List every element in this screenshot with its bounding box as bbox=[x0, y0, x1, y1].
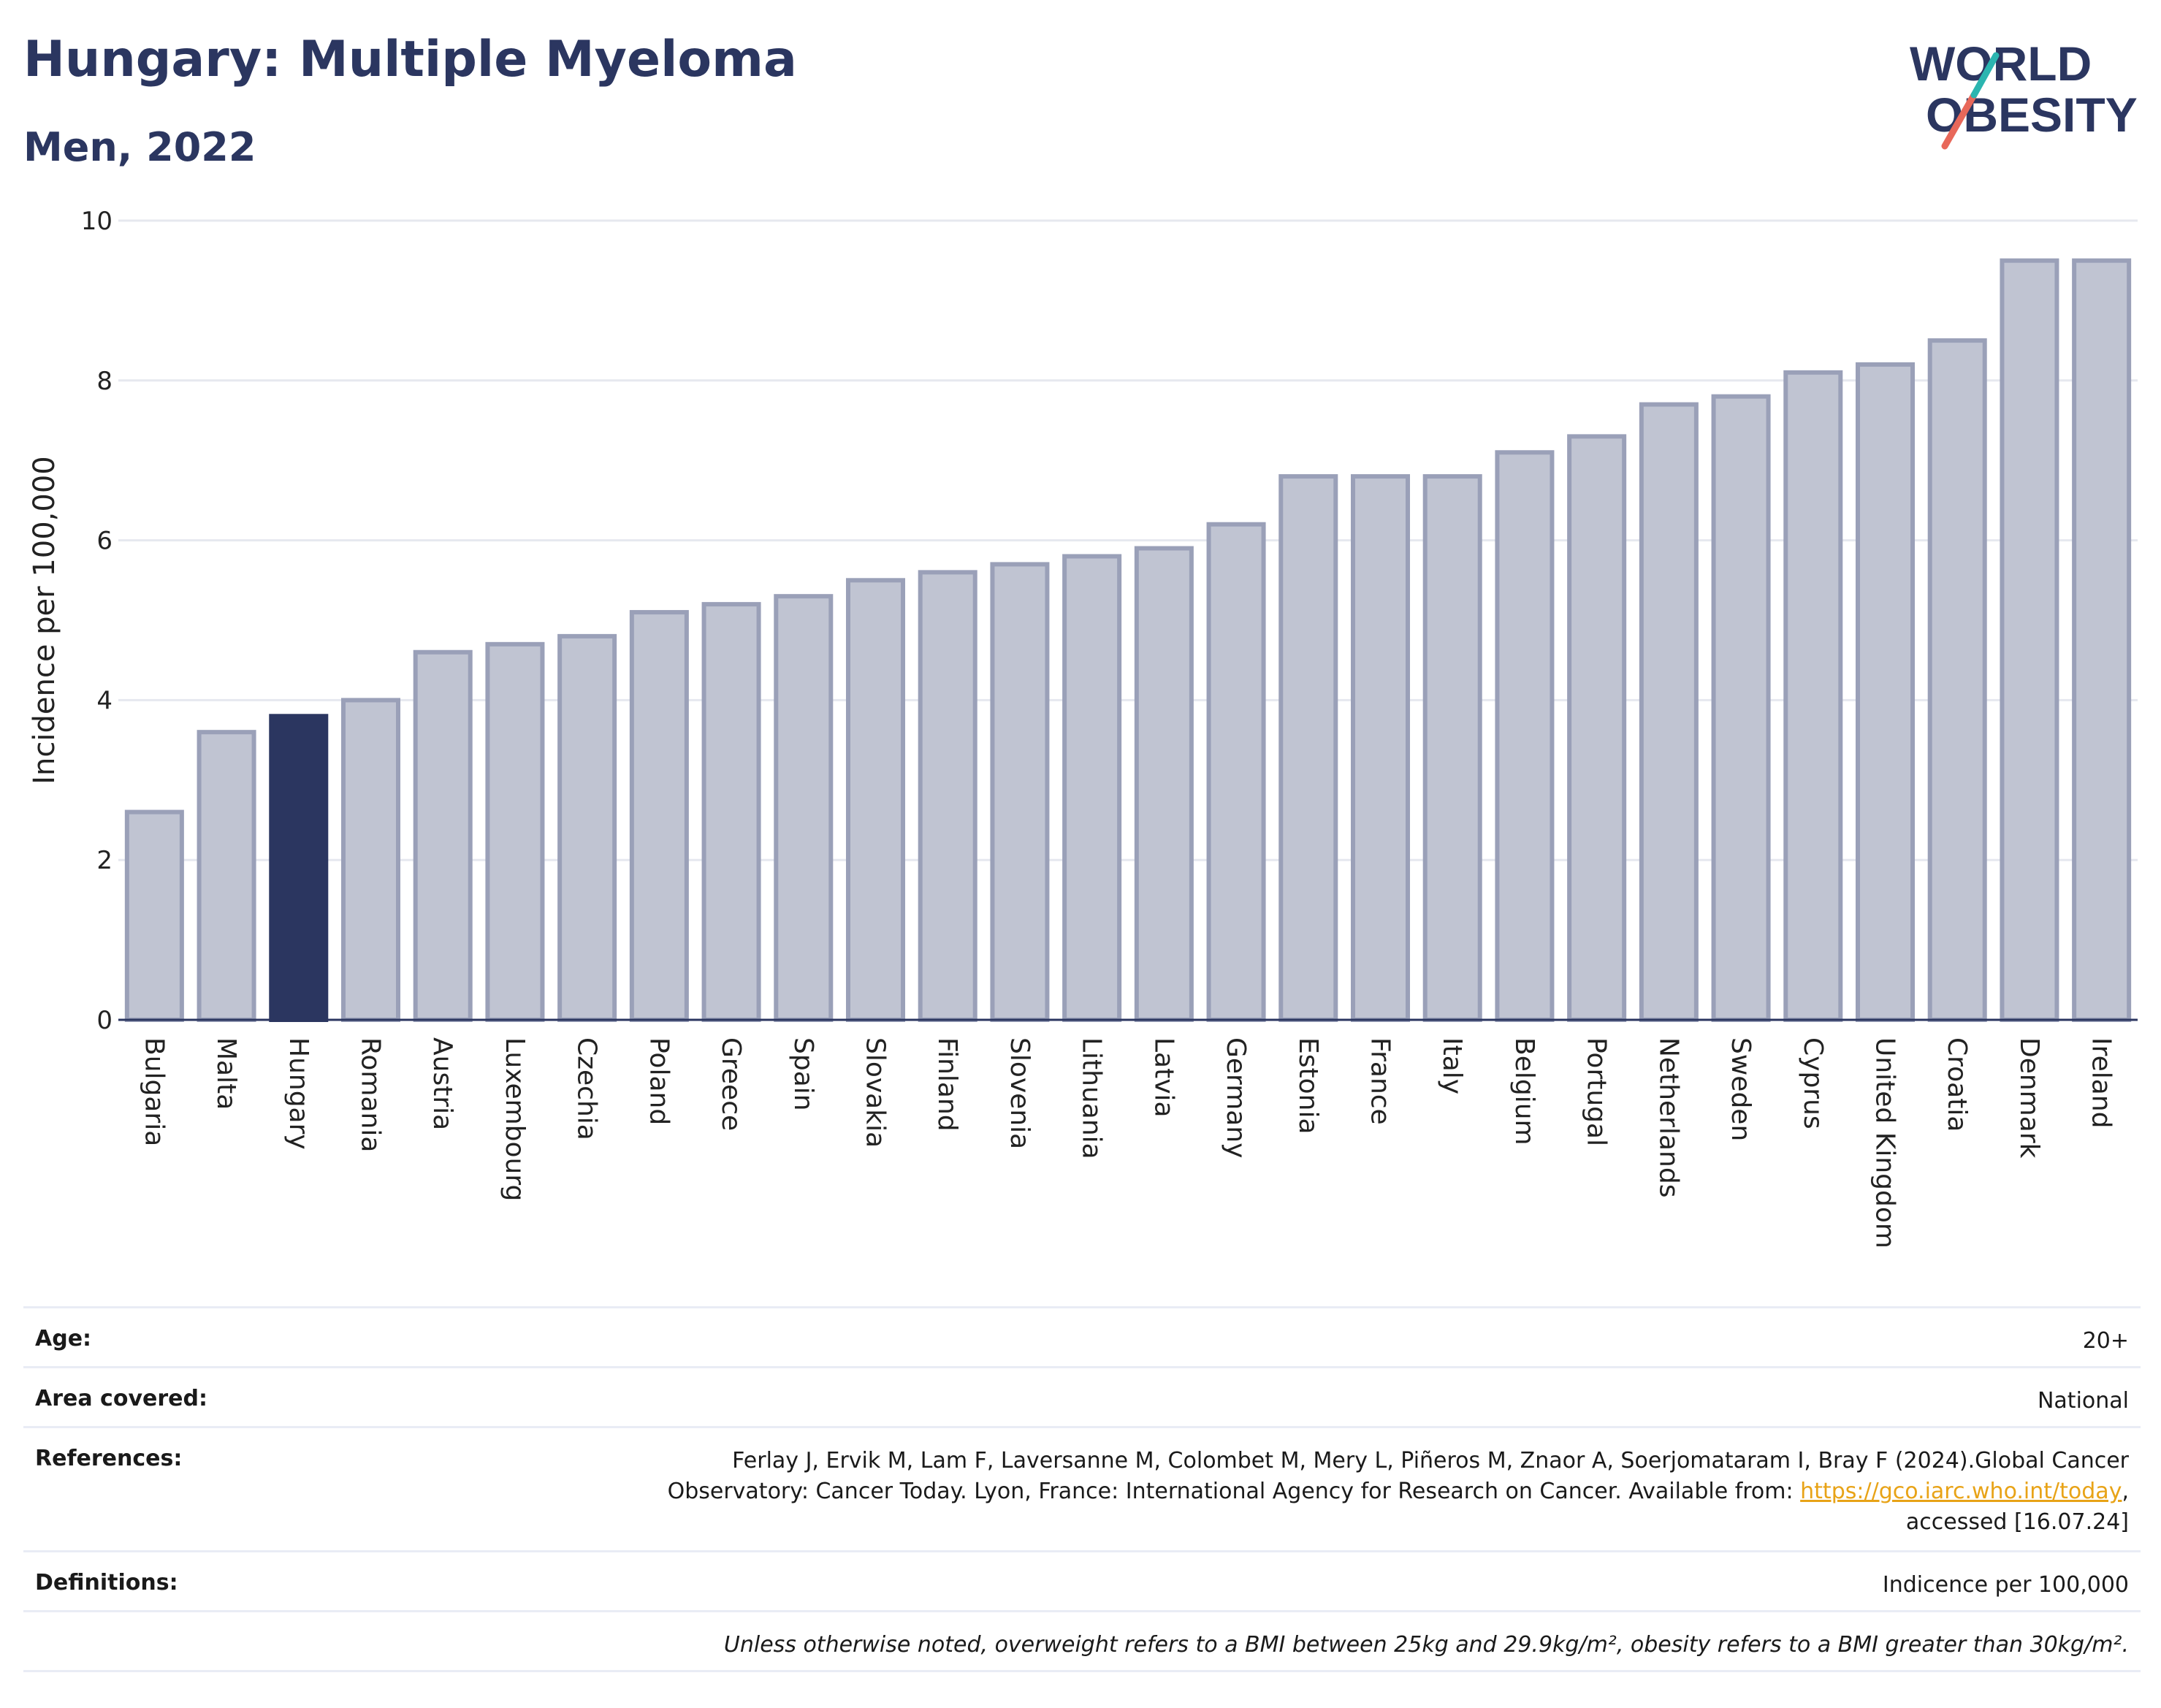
bar-netherlands bbox=[1639, 402, 1699, 1022]
bar-czechia bbox=[557, 633, 617, 1022]
bar-greece bbox=[701, 602, 761, 1022]
world-obesity-logo: WORLD OBESITY bbox=[1910, 37, 2138, 150]
bar-united-kingdom bbox=[1855, 362, 1916, 1023]
definitions-label: Definitions: bbox=[35, 1570, 178, 1595]
references-value: Ferlay J, Ervik M, Lam F, Laversanne M, … bbox=[668, 1446, 2129, 1538]
x-tick-label: Czechia bbox=[572, 1037, 602, 1140]
references-link[interactable]: https://gco.iarc.who.int/today bbox=[1800, 1479, 2122, 1504]
x-tick-label: Slovakia bbox=[861, 1037, 891, 1148]
age-value: 20+ bbox=[2082, 1328, 2129, 1354]
bar-austria bbox=[413, 649, 473, 1022]
x-tick-label: Luxembourg bbox=[500, 1037, 530, 1201]
x-tick-label: Estonia bbox=[1293, 1037, 1323, 1135]
area-value: National bbox=[2037, 1388, 2129, 1414]
x-tick-label: Malta bbox=[211, 1037, 241, 1110]
info-row-references: References: Ferlay J, Ervik M, Lam F, La… bbox=[23, 1426, 2141, 1550]
x-tick-label: Germany bbox=[1221, 1037, 1251, 1158]
bar-finland bbox=[918, 570, 977, 1022]
x-tick-label: Spain bbox=[788, 1037, 818, 1111]
bar-spain bbox=[774, 594, 834, 1022]
info-row-age: Age: 20+ bbox=[23, 1306, 2141, 1366]
info-table: Age: 20+ Area covered: National Referenc… bbox=[23, 1306, 2141, 1672]
bar-ireland bbox=[2072, 258, 2132, 1023]
x-tick-label: Poland bbox=[644, 1037, 674, 1125]
y-tick-label: 0 bbox=[96, 1006, 113, 1035]
x-tick-label: Italy bbox=[1437, 1037, 1467, 1094]
bar-malta bbox=[197, 730, 256, 1022]
y-tick-label: 6 bbox=[96, 527, 113, 556]
x-tick-label: United Kingdom bbox=[1870, 1037, 1900, 1248]
bar-latvia bbox=[1134, 546, 1194, 1022]
x-tick-label: Croatia bbox=[1942, 1037, 1972, 1132]
obesity-note: Unless otherwise noted, overweight refer… bbox=[723, 1632, 2129, 1658]
y-tick-label: 10 bbox=[81, 207, 113, 236]
page-title: Hungary: Multiple Myeloma bbox=[23, 31, 797, 88]
bar-belgium bbox=[1495, 450, 1555, 1022]
x-tick-label: Austria bbox=[427, 1037, 457, 1130]
x-tick-label: Sweden bbox=[1726, 1037, 1756, 1141]
x-tick-label: Hungary bbox=[283, 1037, 313, 1150]
bar-denmark bbox=[2000, 258, 2059, 1023]
x-tick-label: Latvia bbox=[1148, 1037, 1178, 1118]
logo-slash-teal bbox=[1970, 52, 2000, 99]
y-tick-label: 8 bbox=[96, 367, 113, 396]
info-row-note: Unless otherwise noted, overweight refer… bbox=[23, 1610, 2141, 1670]
x-tick-label: Greece bbox=[716, 1037, 746, 1131]
bar-croatia bbox=[1927, 338, 1987, 1023]
references-line1: Ferlay J, Ervik M, Lam F, Laversanne M, … bbox=[732, 1448, 2129, 1473]
x-tick-label: France bbox=[1365, 1037, 1395, 1125]
x-tick-label: Slovenia bbox=[1005, 1037, 1034, 1149]
y-tick-label: 4 bbox=[96, 686, 113, 715]
bar-romania bbox=[340, 698, 401, 1023]
x-tick-label: Belgium bbox=[1509, 1037, 1539, 1145]
bar-estonia bbox=[1278, 474, 1338, 1022]
info-row-area: Area covered: National bbox=[23, 1366, 2141, 1426]
x-tick-label: Finland bbox=[932, 1037, 962, 1132]
info-row-definitions: Definitions: Indicence per 100,000 bbox=[23, 1550, 2141, 1610]
y-axis-title: Incidence per 100,000 bbox=[28, 456, 61, 785]
x-tick-label: Romania bbox=[356, 1037, 386, 1152]
references-line2: Observatory: Cancer Today. Lyon, France:… bbox=[667, 1479, 1801, 1504]
bar-portugal bbox=[1567, 434, 1627, 1022]
references-line3: accessed [16.07.24] bbox=[1905, 1509, 2129, 1535]
definitions-value: Indicence per 100,000 bbox=[1882, 1572, 2129, 1598]
bar-bulgaria bbox=[124, 809, 184, 1023]
x-tick-label: Portugal bbox=[1582, 1037, 1612, 1146]
x-tick-label: Netherlands bbox=[1653, 1037, 1683, 1197]
bar-luxembourg bbox=[485, 641, 545, 1022]
bar-slovakia bbox=[845, 578, 906, 1022]
x-tick-label: Ireland bbox=[2086, 1037, 2116, 1129]
bar-germany bbox=[1206, 522, 1266, 1022]
logo-slash-red bbox=[1941, 91, 1978, 150]
bar-lithuania bbox=[1062, 554, 1122, 1022]
info-bottom-rule bbox=[23, 1670, 2141, 1672]
references-label: References: bbox=[35, 1446, 183, 1471]
x-tick-label: Denmark bbox=[2014, 1037, 2044, 1159]
references-line2-end: , bbox=[2122, 1479, 2129, 1504]
x-tick-label: Cyprus bbox=[1798, 1037, 1828, 1129]
bar-poland bbox=[629, 610, 689, 1022]
bar-sweden bbox=[1711, 394, 1771, 1022]
page-subtitle: Men, 2022 bbox=[23, 124, 256, 170]
x-tick-label: Lithuania bbox=[1077, 1037, 1107, 1159]
logo-text-world: WORLD bbox=[1910, 37, 2092, 91]
bar-hungary bbox=[269, 714, 329, 1023]
bar-slovenia bbox=[990, 562, 1050, 1022]
bar-chart: 0 2 4 6 8 10 Incidence per 100,000 Bulgaria Malt… bbox=[28, 207, 2138, 1248]
age-label: Age: bbox=[35, 1326, 92, 1351]
bar-italy bbox=[1422, 474, 1482, 1022]
bar-france bbox=[1350, 474, 1411, 1022]
bar-cyprus bbox=[1783, 370, 1843, 1022]
x-tick-label: Bulgaria bbox=[139, 1037, 169, 1146]
area-label: Area covered: bbox=[35, 1386, 207, 1411]
y-tick-label: 2 bbox=[96, 846, 113, 875]
